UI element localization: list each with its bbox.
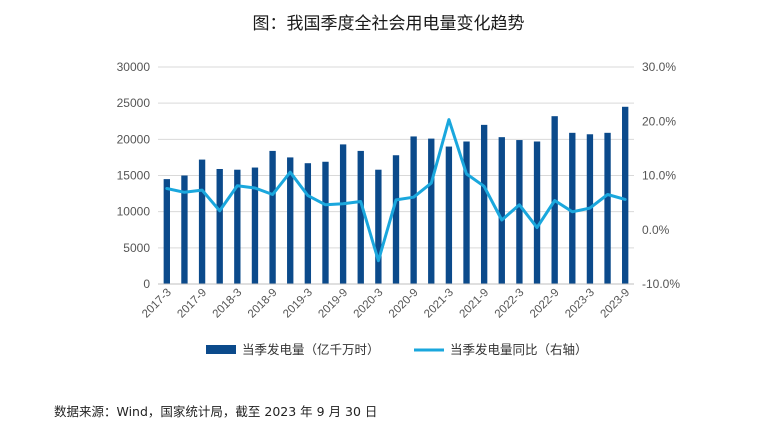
left-y-axis: 0 5000 10000 15000 20000 25000 30000 xyxy=(117,60,151,291)
x-tick-label: 2018-3 xyxy=(211,287,245,321)
left-tick-label: 25000 xyxy=(117,96,151,110)
right-tick-label: -10.0% xyxy=(642,277,680,291)
bar xyxy=(392,155,400,284)
bar xyxy=(622,106,629,285)
source-note: 数据来源：Wind，国家统计局，截至 2023 年 9 月 30 日 xyxy=(54,404,378,419)
x-tick-label: 2021-9 xyxy=(457,287,491,321)
x-axis: 2017-3 2017-9 2018-3 2018-9 2019-3 2019-9 2020… xyxy=(140,283,634,321)
bar xyxy=(198,159,206,284)
yoy-line xyxy=(165,118,627,263)
bar xyxy=(604,132,611,284)
right-tick-label: 10.0% xyxy=(642,169,676,183)
x-tick-label: 2023-9 xyxy=(598,287,632,321)
x-tick-label: 2022-9 xyxy=(528,287,562,321)
chart-title: 图：我国季度全社会用电量变化趋势 xyxy=(252,14,525,34)
right-tick-label: 0.0% xyxy=(642,223,670,237)
line-series xyxy=(165,118,627,263)
x-tick-label: 2017-3 xyxy=(140,287,174,321)
bar xyxy=(269,150,276,284)
left-tick-label: 30000 xyxy=(117,60,151,74)
right-tick-label: 30.0% xyxy=(642,60,676,74)
right-y-axis: -10.0% 0.0% 10.0% 20.0% 30.0% xyxy=(642,60,680,291)
bar xyxy=(181,175,188,284)
legend-line-label: 当季发电量同比（右轴） xyxy=(450,342,588,357)
bar xyxy=(498,137,505,284)
left-tick-label: 10000 xyxy=(117,205,151,219)
left-tick-label: 5000 xyxy=(123,241,150,255)
x-tick-label: 2020-3 xyxy=(352,287,386,321)
bar xyxy=(445,146,453,284)
x-tick-label: 2018-9 xyxy=(246,287,280,321)
x-tick-label: 2021-3 xyxy=(422,287,456,321)
left-tick-label: 15000 xyxy=(117,169,151,183)
right-tick-label: 20.0% xyxy=(642,114,676,128)
bar xyxy=(569,132,576,284)
x-tick-label: 2019-3 xyxy=(281,287,315,321)
bar xyxy=(463,141,470,284)
x-tick-label: 2020-9 xyxy=(387,287,421,321)
left-tick-label: 20000 xyxy=(117,132,151,146)
bar xyxy=(216,168,223,284)
legend: 当季发电量（亿千万时） 当季发电量同比（右轴） xyxy=(206,342,588,357)
bar xyxy=(516,140,523,284)
x-tick-label: 2022-3 xyxy=(493,287,527,321)
bar xyxy=(375,169,382,284)
bar xyxy=(533,141,541,284)
bar xyxy=(357,150,364,284)
x-tick-label: 2023-3 xyxy=(563,287,597,321)
bar xyxy=(480,124,488,284)
legend-bar-swatch xyxy=(206,345,236,354)
bar xyxy=(322,161,329,284)
bar xyxy=(304,163,312,284)
bar xyxy=(234,169,241,284)
bar xyxy=(251,167,259,284)
bar-series xyxy=(163,106,629,285)
legend-bar-label: 当季发电量（亿千万时） xyxy=(242,342,380,357)
bar xyxy=(428,138,435,284)
bar xyxy=(339,144,347,284)
bar xyxy=(163,179,170,284)
bar xyxy=(410,136,417,284)
left-tick-label: 0 xyxy=(143,277,150,291)
x-tick-label: 2019-9 xyxy=(316,287,350,321)
x-tick-label: 2017-9 xyxy=(175,287,209,321)
bar xyxy=(287,157,294,284)
chart: 0 5000 10000 15000 20000 25000 30000 -10.0% 0.0… xyxy=(117,60,681,357)
